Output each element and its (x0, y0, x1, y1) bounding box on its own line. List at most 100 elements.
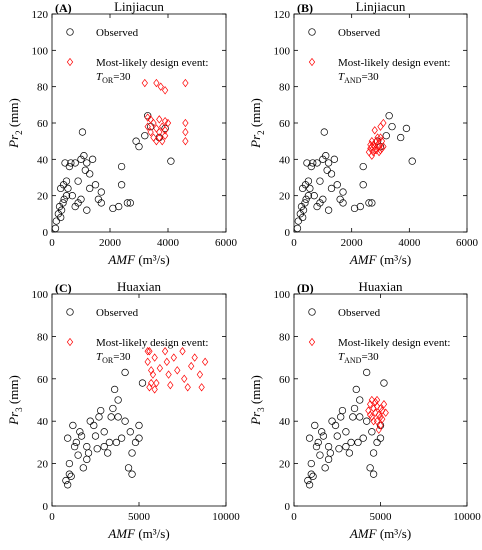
observed-point (59, 199, 67, 207)
design-event-point (148, 366, 155, 375)
design-event-point (156, 133, 163, 142)
observed-point (70, 442, 79, 451)
design-event-point (157, 82, 164, 91)
observed-point (408, 157, 416, 165)
legend-return-period-subscript: OR (102, 76, 114, 85)
design-event-point (149, 370, 157, 379)
observed-point (350, 404, 359, 413)
observed-point (330, 155, 339, 163)
legend-return-period-value: =30 (113, 71, 131, 83)
observed-point (77, 432, 86, 440)
y-axis-label: Pr2 (mm) (6, 98, 24, 149)
panel-0: 0 2000 4000 6000 0 20 40 60 80 100 120 Linjiacun (A)… (6, 0, 238, 267)
observed-point (380, 379, 388, 387)
observed-point (323, 166, 331, 174)
observed-point (114, 413, 122, 421)
plot-frame (293, 293, 468, 507)
y-tick-label: 0 (43, 227, 49, 239)
observed-point (62, 192, 71, 200)
observed-point (88, 155, 97, 163)
series-observed (293, 112, 416, 233)
design-event-point (382, 408, 389, 417)
design-event-point (372, 408, 379, 417)
panel-label: (C) (55, 281, 72, 295)
y-axis-label-subscript: 2 (14, 130, 24, 135)
observed-point (320, 128, 328, 136)
design-event-point (165, 370, 172, 379)
observed-point (91, 432, 100, 440)
x-tick-label: 4000 (398, 237, 421, 249)
design-event-point (379, 414, 386, 424)
observed-point (294, 217, 302, 225)
observed-point (356, 413, 364, 421)
y-axis-label-units: (mm) (248, 375, 263, 407)
x-tick-label: 2000 (341, 237, 364, 249)
design-event-point (196, 370, 204, 379)
legend-return-period-subscript: AND (344, 356, 362, 365)
observed-point (83, 442, 91, 451)
observed-point (115, 202, 123, 211)
observed-point (97, 188, 105, 196)
observed-point (126, 199, 134, 207)
observed-point (326, 449, 334, 457)
observed-point (57, 184, 65, 193)
observed-point (126, 428, 134, 436)
observed-point (316, 199, 324, 207)
observed-point (319, 432, 328, 440)
observed-point (84, 449, 93, 457)
observed-point (128, 470, 136, 478)
design-event-point (161, 131, 169, 140)
observed-point (90, 421, 98, 430)
design-event-point (170, 353, 177, 362)
observed-point (306, 184, 314, 193)
observed-point (65, 470, 74, 478)
legend-return-period-value: =30 (113, 351, 131, 363)
design-event-point (174, 366, 181, 375)
y-tick-label: 80 (279, 331, 291, 343)
design-event-point (373, 395, 381, 405)
observed-point (324, 442, 333, 451)
observed-point (62, 177, 71, 185)
observed-point (354, 438, 362, 447)
plot-frame (51, 293, 227, 507)
design-event-point (161, 86, 169, 95)
series-observed (62, 368, 147, 489)
design-event-point (371, 146, 378, 155)
y-axis-label: Pr3 (mm) (6, 375, 24, 426)
x-tick-label: 2000 (99, 237, 122, 249)
legend-return-period-subscript: AND (344, 76, 362, 85)
observed-point (69, 421, 77, 430)
design-event-point (370, 417, 377, 426)
design-event-point (380, 118, 387, 128)
observed-point (67, 472, 75, 480)
legend-observed-label: Observed (338, 27, 381, 39)
chart-title: Huaxian (358, 279, 403, 294)
design-event-point (379, 406, 386, 415)
observed-point (124, 464, 133, 472)
design-event-point (144, 122, 151, 131)
design-event-point (374, 133, 381, 142)
observed-point (352, 385, 360, 394)
series-design-event (365, 118, 387, 160)
observed-point (123, 199, 132, 207)
legend-design-label: Most-likely design event: (96, 337, 208, 349)
y-axis-label-name: Pr (248, 134, 263, 149)
x-axis-label-units: (m³/s) (377, 252, 412, 267)
observed-point (138, 379, 147, 387)
y-axis-label-units: (mm) (6, 98, 21, 130)
legend-return-period-value: =30 (361, 71, 379, 83)
legend-return-period-subscript: OR (102, 356, 114, 365)
observed-point (77, 155, 85, 163)
observed-point (359, 434, 367, 442)
design-event-point (367, 140, 374, 149)
y-tick-label: 0 (285, 501, 291, 513)
observed-point (100, 428, 108, 436)
series-design-event (141, 78, 189, 146)
design-event-point (198, 383, 205, 392)
observed-point (303, 159, 311, 167)
y-axis-label: Pr3 (mm) (248, 375, 266, 426)
design-event-point (167, 380, 174, 390)
observed-point (318, 428, 326, 436)
observed-point (324, 455, 333, 464)
